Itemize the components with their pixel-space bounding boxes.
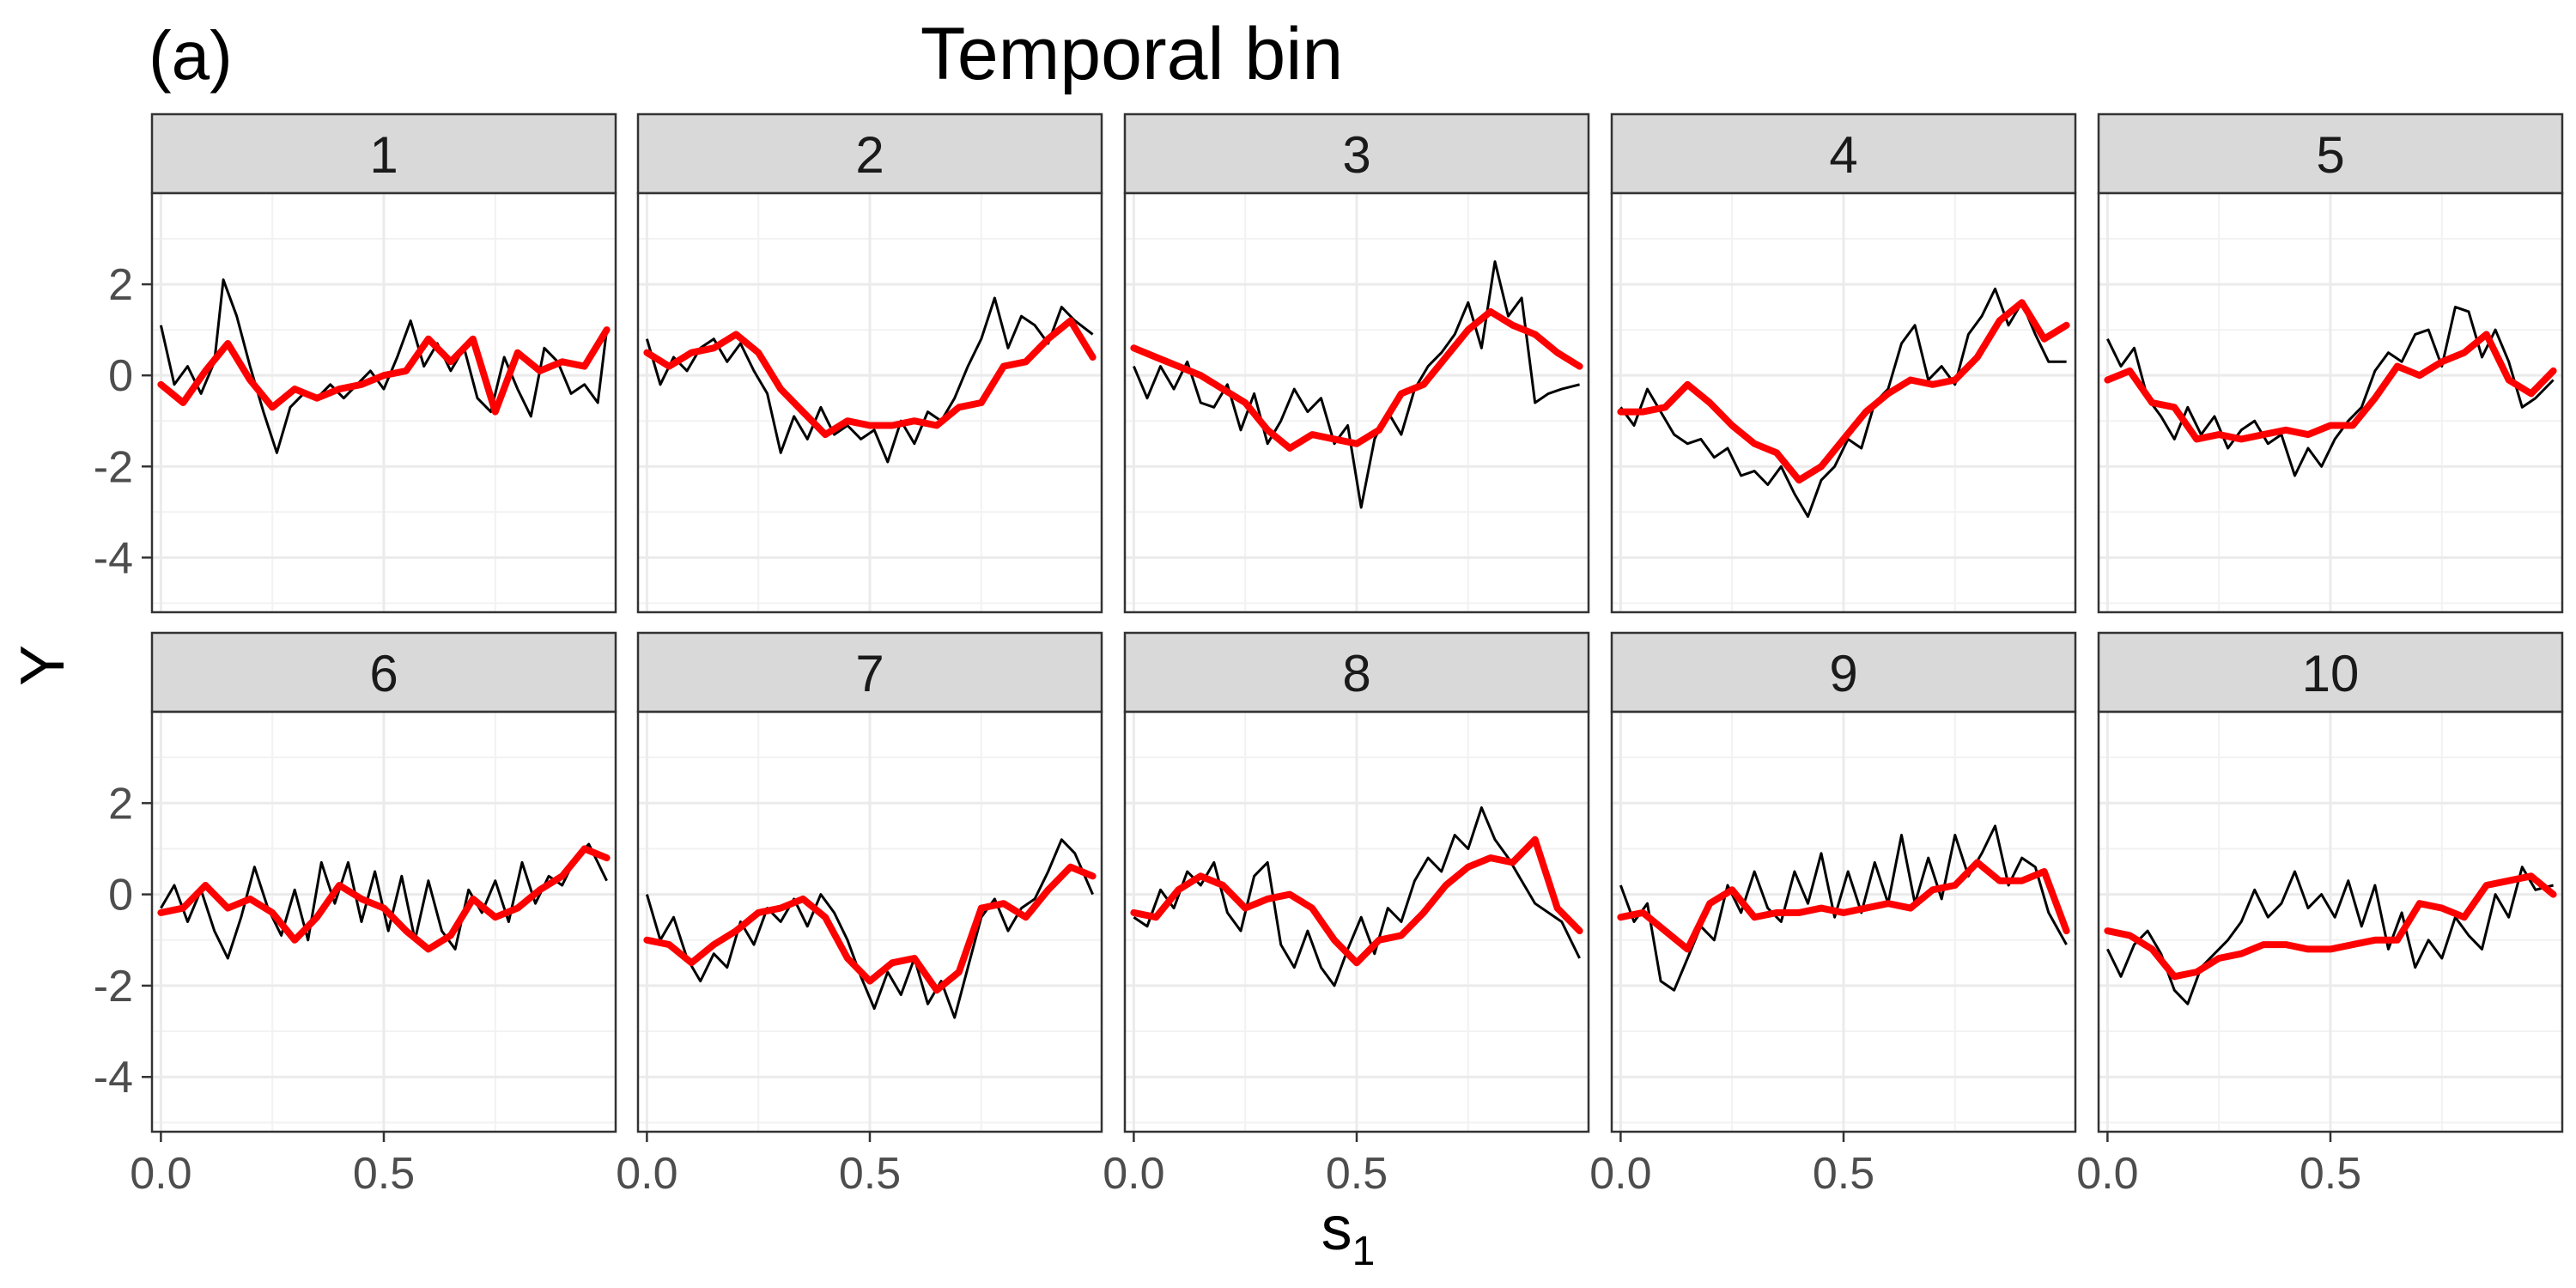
facet-strip-label: 9	[1829, 645, 1857, 702]
smoothed-line	[643, 317, 1097, 439]
y-tick-label: -4	[94, 1053, 133, 1103]
facet-strip	[636, 112, 1103, 195]
facet-strip	[636, 631, 1103, 714]
panel-border	[2097, 191, 2564, 614]
facet-strip-label: 5	[2316, 126, 2344, 184]
facet-strip-label: 6	[369, 645, 398, 702]
observed-line	[2106, 306, 2555, 477]
smoothed-line	[1617, 299, 2070, 484]
facet-strip-label: 1	[369, 126, 398, 184]
facet-strip	[1123, 112, 1590, 195]
y-tick-label: -4	[94, 533, 133, 583]
facet-panel-10: 10 0.0 0.5	[2076, 631, 2564, 1199]
facet-strip-label: 10	[2302, 645, 2360, 702]
panel-border	[1610, 191, 2077, 614]
observed-line	[645, 838, 1094, 1019]
facet-panel-2: 2	[636, 112, 1103, 614]
facet-strip-label: 3	[1342, 126, 1370, 184]
x-tick-label: 0.0	[616, 1149, 677, 1199]
panel-tag: (a)	[149, 17, 233, 94]
facet-panel-6: 6 2 0 -2 -4 0.0 0.5	[94, 631, 617, 1199]
observed-line	[1133, 806, 1581, 987]
facet-strip-label: 2	[855, 126, 884, 184]
panel-border	[636, 191, 1103, 614]
x-tick-label: 0.5	[2300, 1149, 2361, 1199]
y-tick-label: 2	[108, 260, 133, 310]
facet-strip-label: 8	[1342, 645, 1370, 702]
facet-strip-label: 7	[855, 645, 884, 702]
x-axis-label-subscript: 1	[1352, 1229, 1376, 1274]
y-tick-label: -2	[94, 962, 133, 1012]
facet-panels: 1 2 0 -2 -4 2 3 4 5 6 2 0 -2 -4 0.0 0.5 7 0.0 0.5 8 0.0 0.5 9 0…	[94, 112, 2564, 1199]
smoothed-line	[1130, 307, 1583, 452]
y-tick-label: 0	[108, 351, 133, 401]
x-tick-label: 0.0	[130, 1149, 191, 1199]
smoothed-line	[2104, 331, 2557, 443]
facet-strip	[1610, 631, 2077, 714]
observed-line	[159, 278, 609, 454]
y-tick-label: 0	[108, 871, 133, 920]
observed-line	[645, 296, 1094, 464]
y-tick-label: -2	[94, 442, 133, 492]
facet-panel-7: 7 0.0 0.5	[616, 631, 1103, 1199]
facet-strip-label: 4	[1829, 126, 1857, 184]
smoothed-line	[157, 845, 611, 953]
facet-panel-5: 5	[2097, 112, 2564, 614]
panel-border	[150, 191, 617, 614]
panel-border	[1123, 191, 1590, 614]
x-tick-label: 0.5	[839, 1149, 901, 1199]
x-tick-label: 0.0	[1103, 1149, 1164, 1199]
chart-title: Temporal bin	[920, 13, 1343, 95]
facet-panel-3: 3	[1123, 112, 1590, 614]
smoothed-line	[1130, 835, 1583, 967]
facet-strip	[150, 112, 617, 195]
smoothed-line	[2104, 872, 2557, 981]
smoothed-line	[1617, 859, 2070, 953]
y-axis-label: Y	[9, 645, 77, 686]
x-tick-label: 0.0	[1589, 1149, 1651, 1199]
x-tick-label: 0.0	[2076, 1149, 2138, 1199]
facet-strip	[2097, 631, 2564, 714]
x-axis-label: s1	[1321, 1194, 1376, 1274]
x-axis-label-main: s	[1321, 1194, 1352, 1263]
facet-strip	[1123, 631, 1590, 714]
observed-line	[1619, 287, 2067, 519]
smoothed-line	[643, 863, 1097, 994]
x-tick-label: 0.5	[1813, 1149, 1874, 1199]
observed-line	[160, 842, 608, 960]
observed-line	[2106, 866, 2554, 1005]
smoothed-line	[157, 326, 611, 416]
facet-panel-9: 9 0.0 0.5	[1589, 631, 2077, 1199]
observed-line	[1133, 260, 1580, 509]
facet-panel-1: 1 2 0 -2 -4	[94, 112, 617, 614]
x-tick-label: 0.5	[1326, 1149, 1388, 1199]
facet-panel-4: 4	[1610, 112, 2077, 614]
facet-panel-8: 8 0.0 0.5	[1103, 631, 1590, 1199]
y-tick-label: 2	[108, 779, 133, 829]
facet-strip	[150, 631, 617, 714]
facet-strip	[1610, 112, 2077, 195]
x-tick-label: 0.5	[353, 1149, 415, 1199]
